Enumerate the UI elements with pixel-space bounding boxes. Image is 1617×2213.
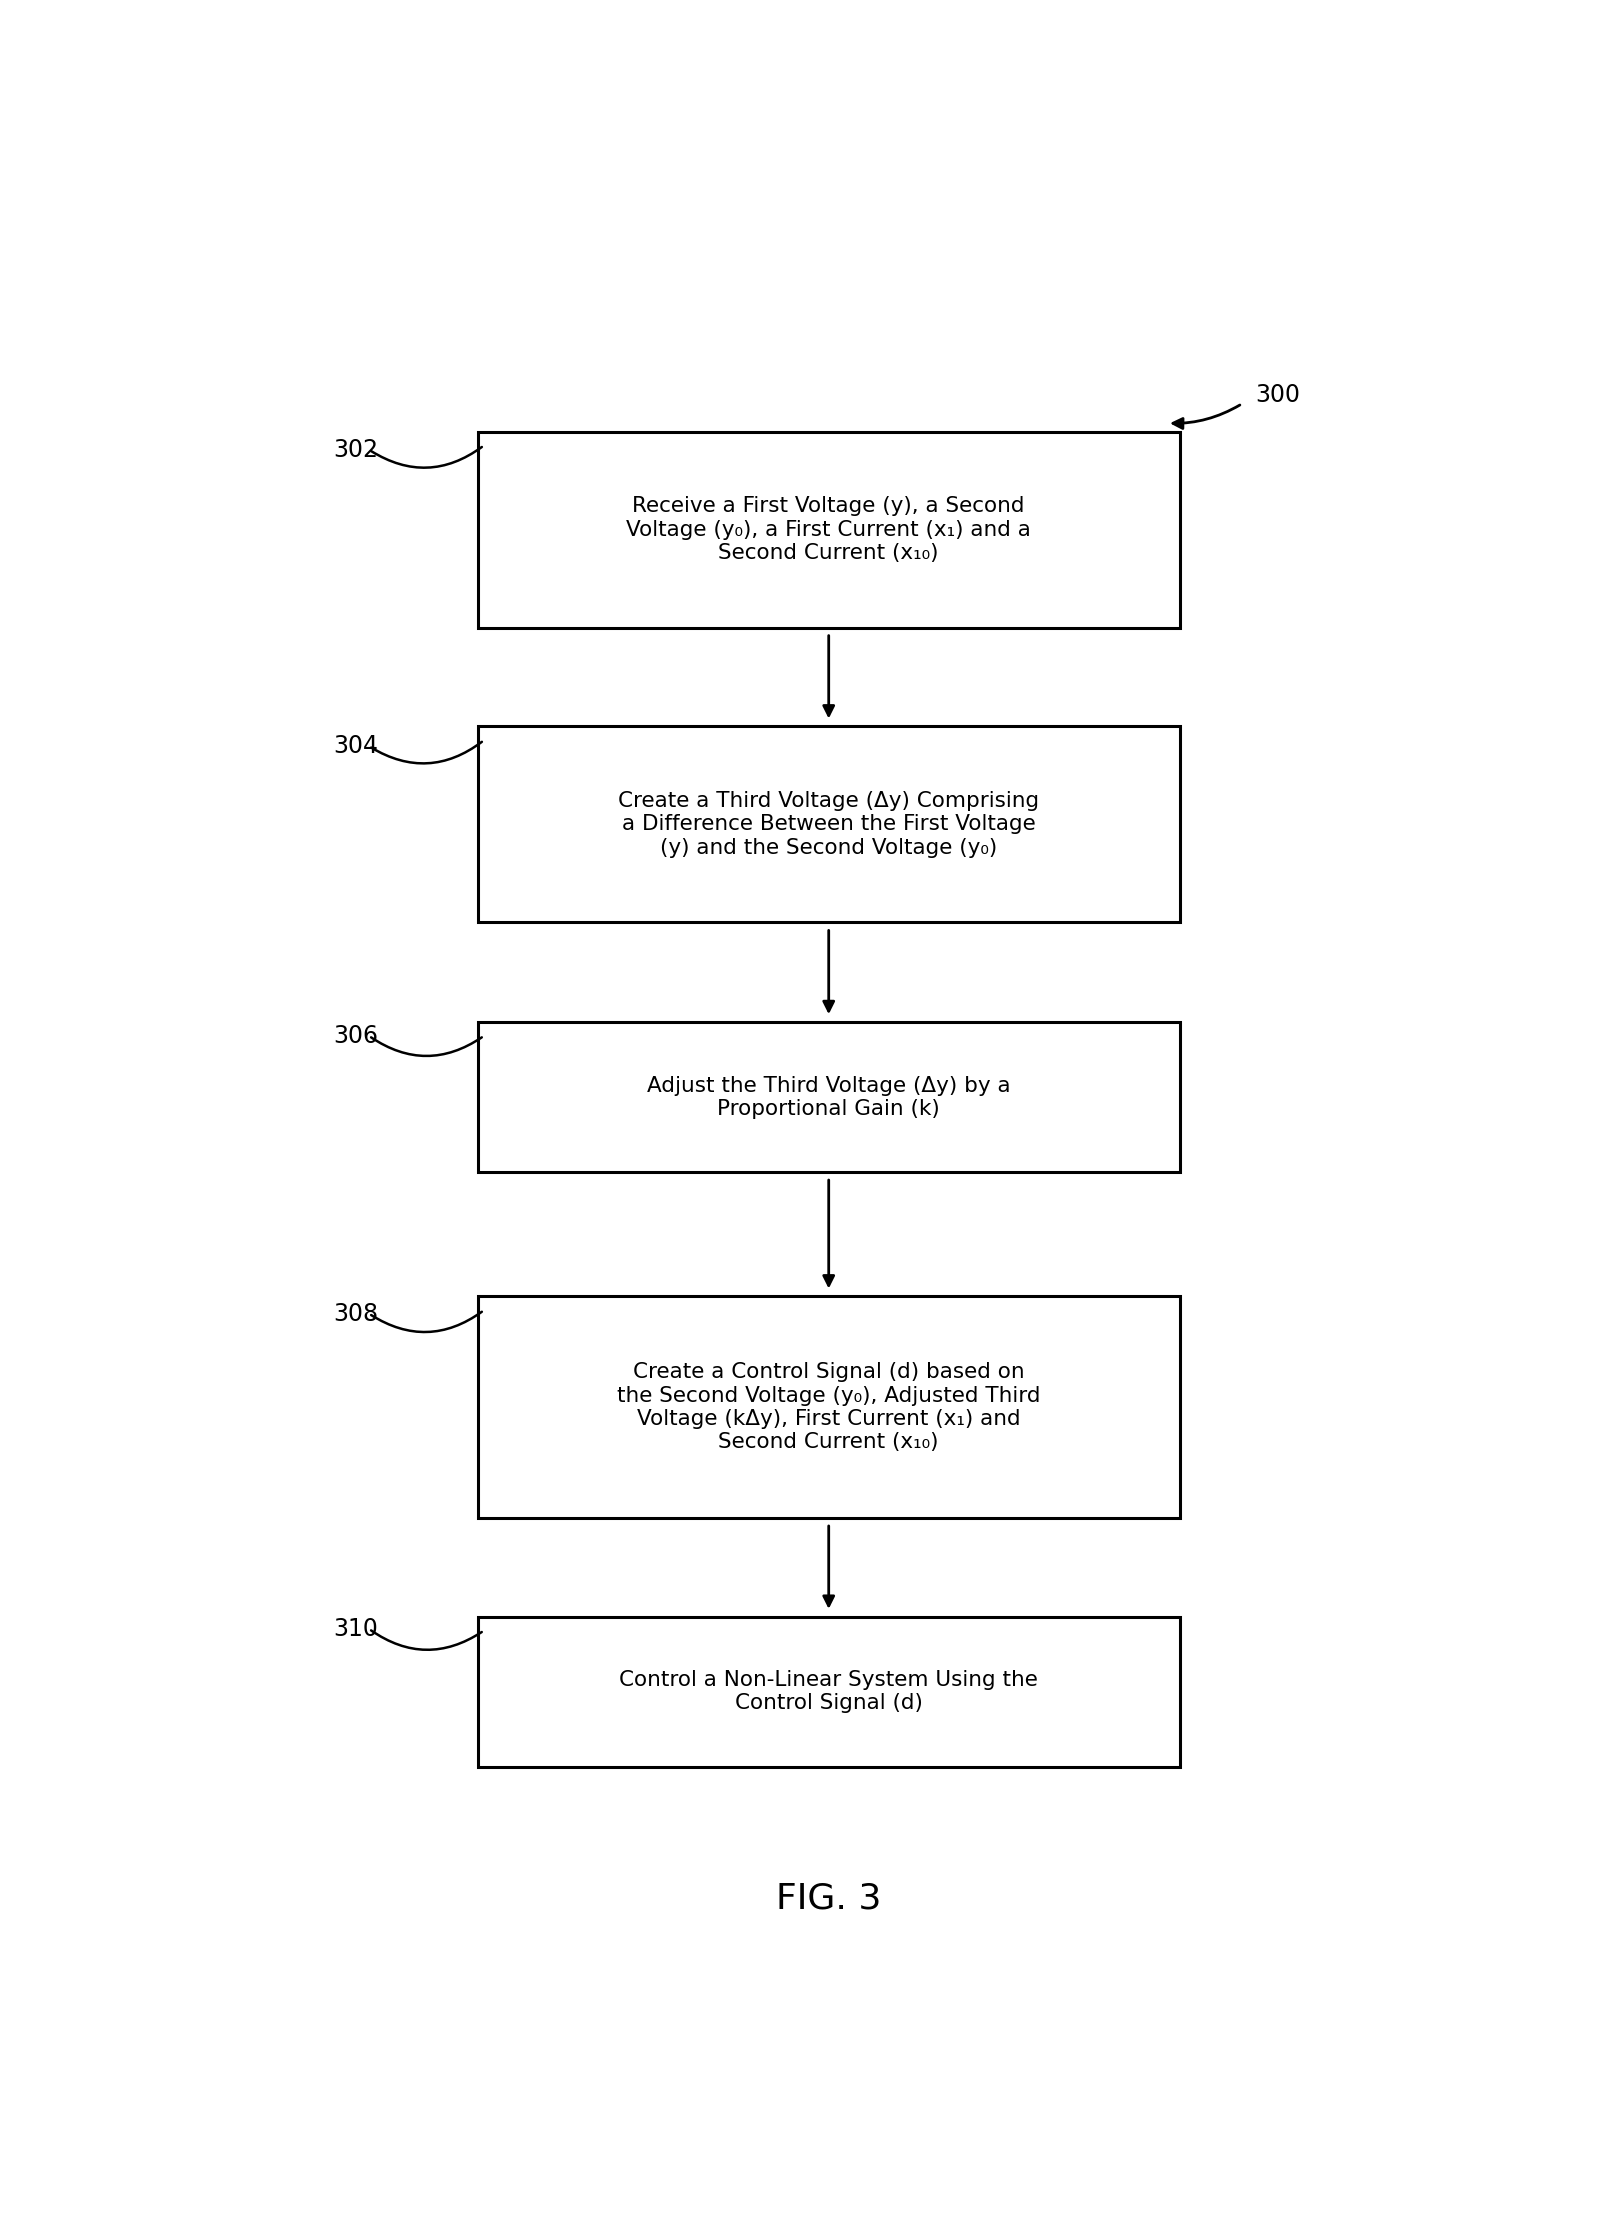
FancyBboxPatch shape — [479, 432, 1180, 628]
Text: Create a Control Signal (d) based on
the Second Voltage (y₀), Adjusted Third
Vol: Create a Control Signal (d) based on the… — [618, 1363, 1040, 1452]
Text: 302: 302 — [333, 438, 378, 463]
Text: Control a Non-Linear System Using the
Control Signal (d): Control a Non-Linear System Using the Co… — [619, 1671, 1038, 1713]
Text: 306: 306 — [333, 1025, 378, 1047]
Text: Create a Third Voltage (Δy) Comprising
a Difference Between the First Voltage
(y: Create a Third Voltage (Δy) Comprising a… — [618, 792, 1040, 859]
Text: 304: 304 — [333, 735, 378, 759]
Text: FIG. 3: FIG. 3 — [776, 1881, 881, 1914]
FancyBboxPatch shape — [479, 726, 1180, 923]
FancyBboxPatch shape — [479, 1297, 1180, 1518]
FancyBboxPatch shape — [479, 1618, 1180, 1766]
Text: 308: 308 — [333, 1301, 378, 1326]
Text: 310: 310 — [333, 1618, 378, 1640]
Text: Receive a First Voltage (y), a Second
Voltage (y₀), a First Current (x₁) and a
S: Receive a First Voltage (y), a Second Vo… — [626, 496, 1032, 562]
Text: Adjust the Third Voltage (Δy) by a
Proportional Gain (k): Adjust the Third Voltage (Δy) by a Propo… — [647, 1076, 1011, 1120]
Text: 300: 300 — [1255, 383, 1300, 407]
FancyBboxPatch shape — [479, 1022, 1180, 1173]
